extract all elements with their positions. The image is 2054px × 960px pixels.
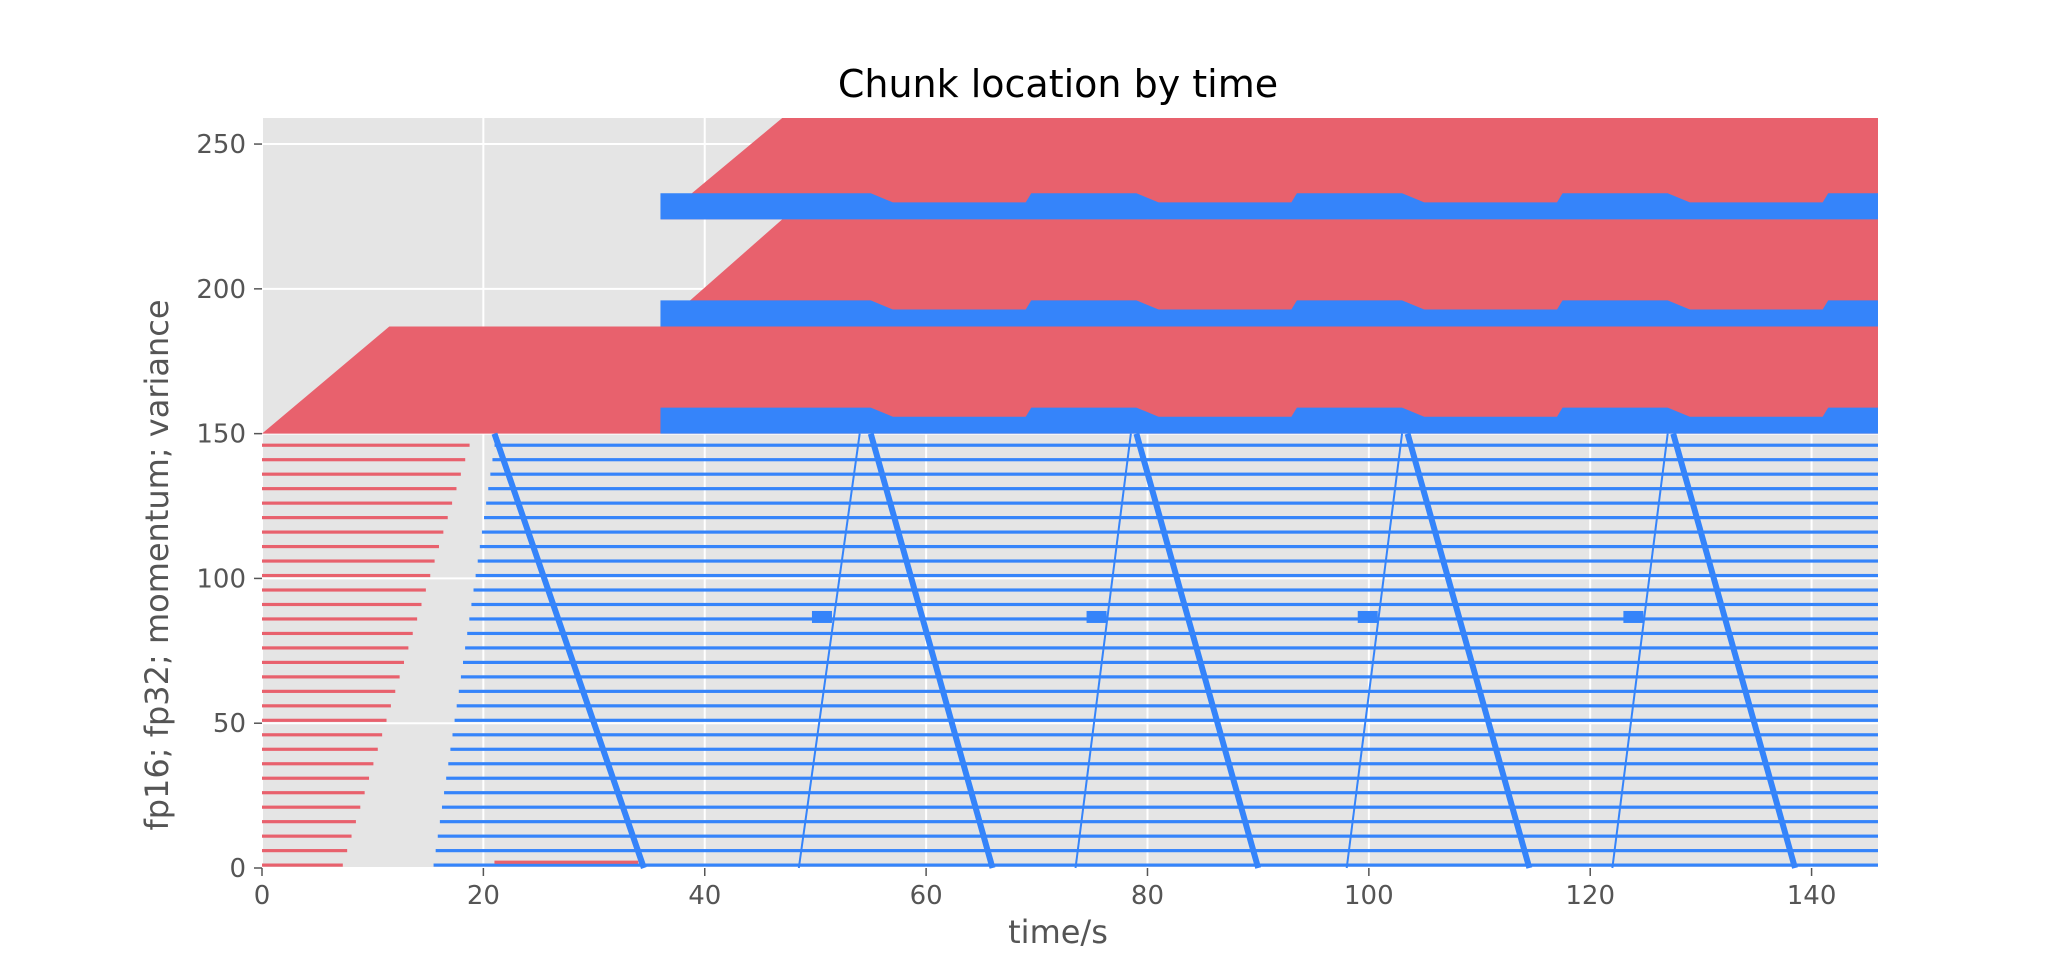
- blue-row-segment: [484, 516, 1879, 520]
- red-row-segment: [262, 834, 352, 838]
- x-tick-label: 60: [910, 881, 943, 911]
- blue-row-segment: [481, 530, 1879, 534]
- y-tick-label: 200: [196, 275, 246, 305]
- red-row-segment: [262, 487, 457, 491]
- red-row-segment: [262, 516, 448, 520]
- x-tick-label: 40: [688, 881, 721, 911]
- sweep-line: [1611, 433, 1669, 869]
- red-row-segment: [262, 631, 413, 636]
- blue-row-segment: [473, 588, 1878, 592]
- x-tick-label: 0: [254, 881, 271, 911]
- red-row-segment: [262, 458, 466, 462]
- red-row-segment: [262, 747, 378, 751]
- sweep-line: [1133, 432, 1262, 869]
- y-tick-label: 0: [229, 854, 246, 884]
- blue-row-segment: [441, 805, 1879, 809]
- red-row-segment: [262, 530, 444, 534]
- red-row-segment: [262, 820, 356, 824]
- blue-row-segment: [446, 776, 1879, 780]
- red-row-segment: [262, 805, 361, 809]
- x-tick-label: 20: [467, 881, 500, 911]
- x-tick-label: 140: [1787, 881, 1837, 911]
- sweep-line: [1670, 432, 1798, 869]
- blue-row-segment: [477, 559, 1878, 563]
- red-row-segment: [262, 660, 405, 664]
- x-tick-label: 80: [1131, 881, 1164, 911]
- red-block: [660, 219, 1878, 327]
- y-axis-ticks: 0 50 100 150 200 250: [196, 130, 262, 884]
- blue-row-segment: [492, 458, 1878, 462]
- blue-row-segment: [456, 704, 1878, 708]
- red-row-segment: [262, 617, 418, 621]
- red-row-segment: [262, 573, 431, 578]
- transfer-marker: [1623, 610, 1644, 623]
- blue-row-segment: [435, 849, 1878, 853]
- red-row-segment: [262, 544, 439, 549]
- red-row-segment: [262, 762, 374, 766]
- blue-row-segment: [479, 544, 1879, 549]
- blue-row-segment: [448, 762, 1879, 766]
- red-row-segment: [262, 733, 383, 737]
- red-row-segment: [262, 718, 387, 722]
- red-row-segment: [262, 849, 348, 853]
- blue-row-segment: [437, 834, 1878, 838]
- sweep-line: [1404, 432, 1533, 869]
- red-row-segment: [262, 588, 426, 592]
- blue-row-segment: [454, 718, 1878, 722]
- red-row-segment: [262, 689, 396, 693]
- x-axis-label: time/s: [1008, 913, 1108, 951]
- x-axis-ticks: 0 20 40 60 80 100 120 140: [254, 868, 1837, 911]
- blue-row-segment: [433, 863, 1878, 867]
- red-row-segment: [262, 863, 343, 867]
- blue-block: [660, 407, 1878, 434]
- red-row-segment: [262, 602, 422, 607]
- red-row-segment: [262, 675, 400, 679]
- blue-row-segment: [463, 660, 1878, 664]
- x-tick-label: 120: [1565, 881, 1615, 911]
- red-row-segment: [262, 704, 391, 708]
- blue-row-segment: [460, 675, 1878, 679]
- transfer-marker: [1086, 610, 1107, 623]
- red-row-segment: [262, 646, 409, 650]
- transfer-marker: [1357, 610, 1378, 623]
- blue-row-segment: [490, 472, 1878, 476]
- blue-row-segment: [439, 820, 1878, 824]
- sweep-line: [867, 432, 996, 869]
- red-row-segment: [262, 501, 453, 505]
- red-row-segment: [262, 776, 370, 780]
- red-row-segment: [262, 791, 365, 795]
- blue-row-segment: [458, 689, 1878, 693]
- x-tick-label: 100: [1344, 881, 1394, 911]
- sweep-line: [797, 433, 861, 869]
- blue-row-segment: [471, 602, 1878, 607]
- chart-title: Chunk location by time: [838, 62, 1278, 106]
- blue-block: [660, 300, 1878, 327]
- sweep-line: [491, 432, 647, 869]
- y-tick-label: 150: [196, 420, 246, 450]
- blue-row-segment: [486, 501, 1879, 505]
- red-row-segment: [262, 472, 461, 476]
- red-row-segment: [262, 443, 470, 447]
- red-row-segment: [262, 559, 435, 563]
- sweep-line: [1345, 433, 1404, 869]
- sweep-line: [1074, 433, 1132, 869]
- y-tick-label: 250: [196, 130, 246, 160]
- chart-marks: [262, 118, 1879, 869]
- red-row-segment: [494, 860, 639, 864]
- red-block: [262, 326, 1878, 434]
- blue-row-segment: [452, 733, 1878, 737]
- blue-row-segment: [488, 487, 1878, 491]
- blue-block: [660, 193, 1878, 220]
- y-axis-label: fp16; fp32; momentum; variance: [138, 299, 176, 830]
- blue-row-segment: [444, 791, 1879, 795]
- y-tick-label: 50: [213, 709, 246, 739]
- blue-row-segment: [465, 646, 1879, 650]
- blue-row-segment: [467, 631, 1879, 636]
- blue-row-segment: [450, 747, 1878, 751]
- blue-row-segment: [469, 617, 1878, 621]
- transfer-marker: [811, 610, 832, 623]
- y-tick-label: 100: [196, 564, 246, 594]
- blue-row-segment: [494, 443, 1878, 447]
